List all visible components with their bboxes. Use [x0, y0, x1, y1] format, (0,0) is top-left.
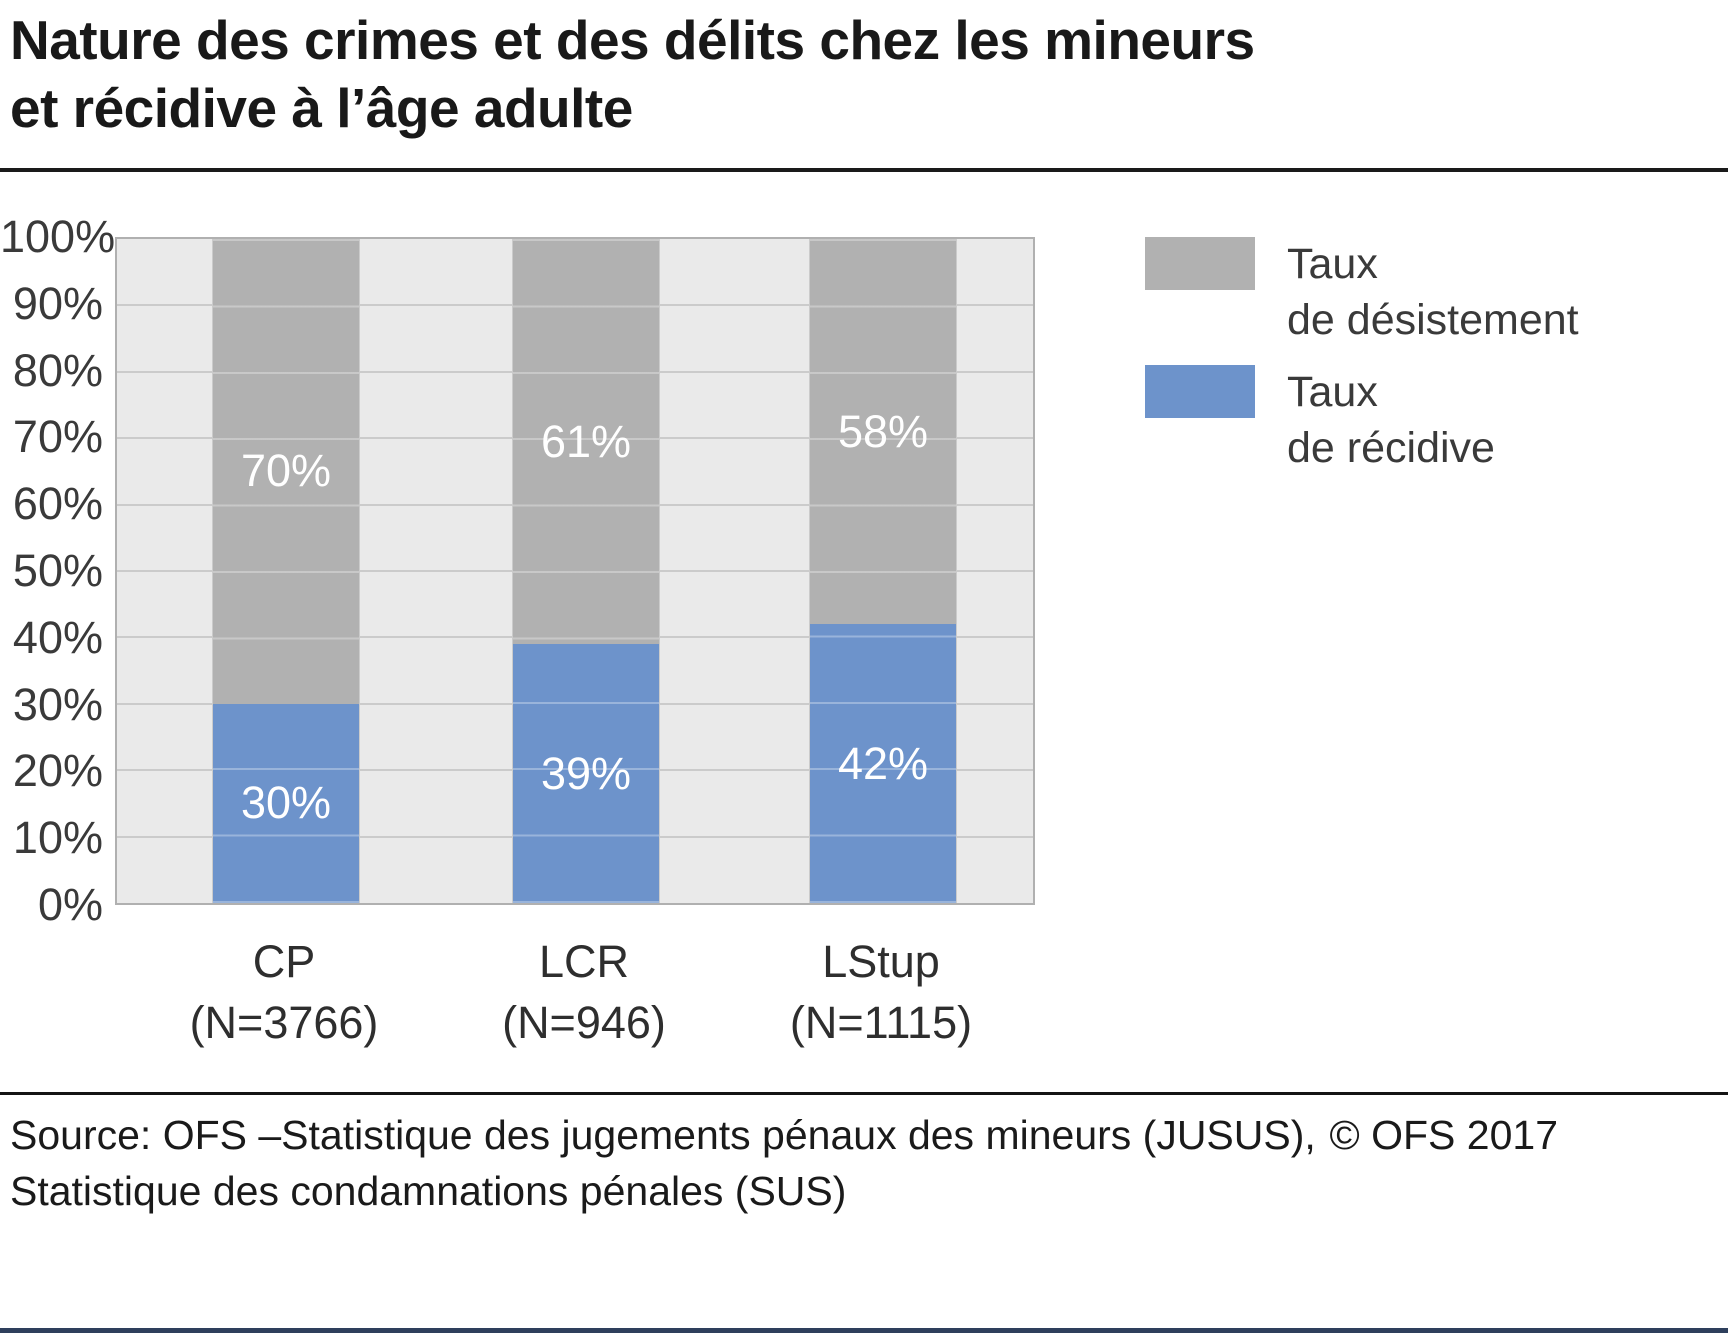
- y-axis-tick-label: 40%: [12, 611, 103, 663]
- bar-value-label: 61%: [540, 415, 632, 467]
- legend-swatch: [1145, 364, 1255, 418]
- bar-value-label: 70%: [240, 445, 332, 497]
- bar-value-label: 39%: [540, 747, 632, 799]
- bar-value-label: 42%: [837, 737, 929, 789]
- x-axis-label: LStup (N=1115): [721, 932, 1041, 1054]
- legend-label: Taux de récidive: [1287, 365, 1495, 477]
- bar-group-lcr: 61% 39%: [513, 239, 659, 903]
- legend-label-line: de récidive: [1287, 423, 1495, 472]
- y-axis-tick-label: 60%: [12, 478, 103, 530]
- x-axis: CP (N=3766) LCR (N=946) LStup (N=1115): [115, 932, 1035, 1072]
- y-axis-tick-label: 50%: [12, 545, 103, 596]
- page-title: Nature des crimes et des délits chez les…: [10, 6, 1255, 142]
- legend-label-line: de désistement: [1287, 295, 1579, 344]
- x-axis-label: LCR (N=946): [424, 932, 744, 1054]
- title-divider: [0, 168, 1728, 172]
- legend-label: Taux de désistement: [1287, 237, 1579, 349]
- plot-area: 70% 30% 61% 39% 58% 42%: [115, 237, 1035, 905]
- y-axis-tick-label: 100%: [0, 211, 116, 262]
- gridline-vertical: [358, 239, 360, 903]
- footer-line1: Source: OFS –Statistique des jugements p…: [10, 1112, 1558, 1159]
- bar-group-lstup: 58% 42%: [810, 239, 956, 903]
- bar-segment-desistement: 61%: [513, 239, 659, 645]
- y-axis-tick-label: 10%: [12, 812, 103, 864]
- x-axis-category: LStup: [822, 936, 940, 987]
- footer-divider: [0, 1092, 1728, 1095]
- x-axis-count: (N=946): [502, 996, 666, 1048]
- legend-item-desistement: Taux de désistement: [1145, 237, 1579, 349]
- bar-segment-recidive: 42%: [810, 624, 956, 903]
- bar-value-label: 58%: [837, 405, 929, 457]
- bar-value-label: 30%: [240, 777, 332, 829]
- legend-label-line: Taux: [1287, 367, 1378, 416]
- legend-label-line: Taux: [1287, 240, 1378, 288]
- bottom-border-bar: [0, 1328, 1728, 1333]
- gridline-vertical: [658, 239, 660, 903]
- x-axis-category: CP: [252, 936, 316, 987]
- legend: Taux de désistement Taux de récidive: [1145, 237, 1579, 477]
- copyright-text: © OFS 2017: [1329, 1112, 1558, 1158]
- x-axis-count: (N=3766): [189, 996, 379, 1048]
- bar-segment-recidive: 39%: [513, 644, 659, 903]
- y-axis: 0% 10% 20% 30% 40% 50% 60% 70% 80% 90% 100%: [0, 211, 115, 930]
- legend-item-recidive: Taux de récidive: [1145, 364, 1579, 477]
- y-axis-tick-label: 30%: [12, 678, 103, 730]
- y-axis-tick-label: 0%: [37, 879, 103, 930]
- page-title-line2: et récidive à l’âge adulte: [10, 77, 633, 140]
- y-axis-tick-label: 20%: [12, 745, 103, 797]
- gridline-vertical: [955, 239, 957, 903]
- source-text-line1: Source: OFS –Statistique des jugements p…: [10, 1112, 1316, 1158]
- y-axis-tick-label: 70%: [12, 411, 103, 463]
- source-text-line2: Statistique des condamnations pénales (S…: [10, 1168, 847, 1214]
- legend-swatch: [1145, 237, 1255, 290]
- x-axis-category: LCR: [538, 936, 630, 987]
- page-title-line1: Nature des crimes et des délits chez les…: [10, 9, 1255, 71]
- y-axis-tick-label: 80%: [12, 344, 103, 396]
- x-axis-count: (N=1115): [789, 996, 973, 1048]
- bar-segment-recidive: 30%: [213, 703, 359, 903]
- x-axis-label: CP (N=3766): [124, 932, 444, 1054]
- y-axis-tick-label: 90%: [12, 277, 103, 329]
- bar-group-cp: 70% 30%: [213, 239, 359, 903]
- bar-segment-desistement: 70%: [213, 239, 359, 704]
- bar-segment-desistement: 58%: [810, 239, 956, 625]
